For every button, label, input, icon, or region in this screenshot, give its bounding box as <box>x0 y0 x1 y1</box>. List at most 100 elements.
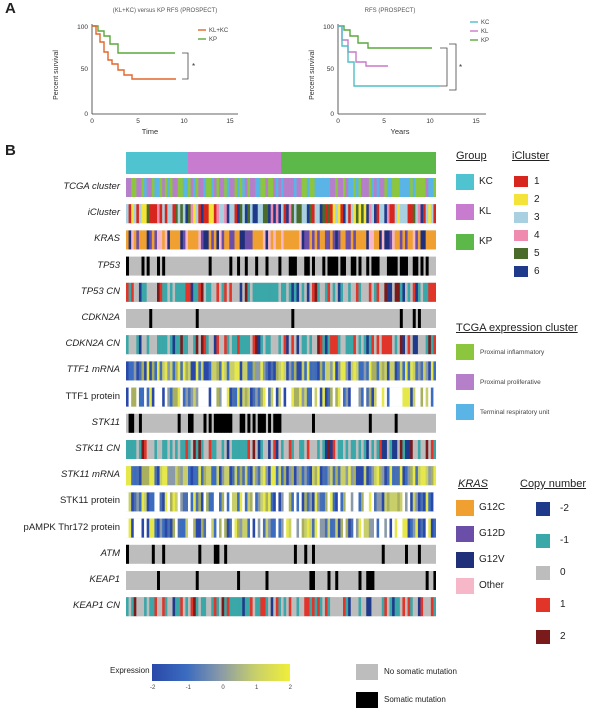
cell <box>172 387 176 407</box>
cell <box>128 335 132 355</box>
cell <box>392 178 396 197</box>
cell <box>286 518 290 538</box>
cell <box>425 335 429 355</box>
cell <box>340 440 344 459</box>
cell <box>136 440 140 459</box>
cell <box>317 178 321 197</box>
cell <box>177 466 181 486</box>
cell <box>355 518 359 538</box>
cell <box>242 466 246 486</box>
cell <box>239 597 243 617</box>
row-label-stk11-protein: STK11 protein <box>59 495 120 507</box>
cell <box>296 282 300 302</box>
cell <box>265 178 269 197</box>
cell <box>203 597 207 617</box>
cell <box>332 492 336 512</box>
cell <box>260 518 264 538</box>
cell <box>268 466 272 486</box>
cell <box>172 282 176 302</box>
cell <box>151 335 155 355</box>
cell <box>283 440 287 459</box>
cell <box>361 178 365 197</box>
cell <box>379 440 383 459</box>
cell <box>332 440 336 459</box>
cell <box>397 518 401 538</box>
cell <box>355 466 359 486</box>
legend-icluster-5-label: 5 <box>534 248 540 259</box>
cell <box>420 597 424 617</box>
cell <box>366 230 370 250</box>
cell <box>265 256 269 276</box>
cell <box>394 518 398 538</box>
cell <box>159 335 163 355</box>
cell <box>281 440 284 459</box>
cell <box>229 256 233 276</box>
cell <box>221 204 225 224</box>
legend-cn-minus1-swatch <box>536 534 550 548</box>
cell <box>185 178 189 197</box>
cell <box>224 413 228 433</box>
cell <box>131 178 135 197</box>
cell <box>283 335 287 355</box>
cell <box>190 597 194 617</box>
cell <box>293 178 297 197</box>
cell <box>415 387 419 407</box>
cell <box>278 256 282 276</box>
cell <box>353 518 357 538</box>
cell <box>195 571 199 590</box>
cell <box>221 440 225 459</box>
cell <box>198 518 202 538</box>
cell <box>415 204 419 224</box>
cell <box>340 597 344 617</box>
cell <box>410 230 414 250</box>
cell <box>353 256 357 276</box>
cell <box>195 282 199 302</box>
cell <box>412 256 416 276</box>
cell <box>397 492 401 512</box>
cell <box>392 492 396 512</box>
cell <box>177 282 181 302</box>
cell <box>304 440 308 459</box>
cell <box>319 361 323 381</box>
cell <box>239 518 243 538</box>
cell <box>330 178 334 197</box>
cell <box>361 204 365 224</box>
cell <box>273 230 277 250</box>
cell <box>226 361 230 381</box>
cell <box>402 204 406 224</box>
cell <box>417 178 421 197</box>
cell <box>410 204 414 224</box>
cell <box>433 178 436 197</box>
cell <box>394 413 398 433</box>
cell <box>257 466 261 486</box>
cell <box>293 440 297 459</box>
cell <box>126 544 129 564</box>
cell <box>340 282 344 302</box>
cell <box>332 204 336 224</box>
cell <box>291 466 295 486</box>
cell <box>177 440 181 459</box>
cell <box>312 492 315 512</box>
cell <box>195 309 199 328</box>
legend-icluster-2-swatch <box>514 194 528 205</box>
cell <box>219 413 222 433</box>
cell <box>273 440 277 459</box>
cell <box>304 544 308 564</box>
cell <box>136 466 140 486</box>
plot1-sig: * <box>192 62 195 71</box>
cell <box>190 335 194 355</box>
cell <box>415 335 419 355</box>
cell <box>268 492 272 512</box>
expression-tick-0: -2 <box>150 685 156 691</box>
cell <box>423 387 427 407</box>
cell <box>402 282 406 302</box>
cell <box>301 597 305 617</box>
cell <box>322 466 326 486</box>
cell <box>288 440 292 459</box>
cell <box>405 335 408 355</box>
cell <box>386 518 390 538</box>
plot1-ytick-100: 100 <box>77 24 88 31</box>
cell <box>379 597 383 617</box>
cell <box>141 387 145 407</box>
cell <box>172 492 176 512</box>
